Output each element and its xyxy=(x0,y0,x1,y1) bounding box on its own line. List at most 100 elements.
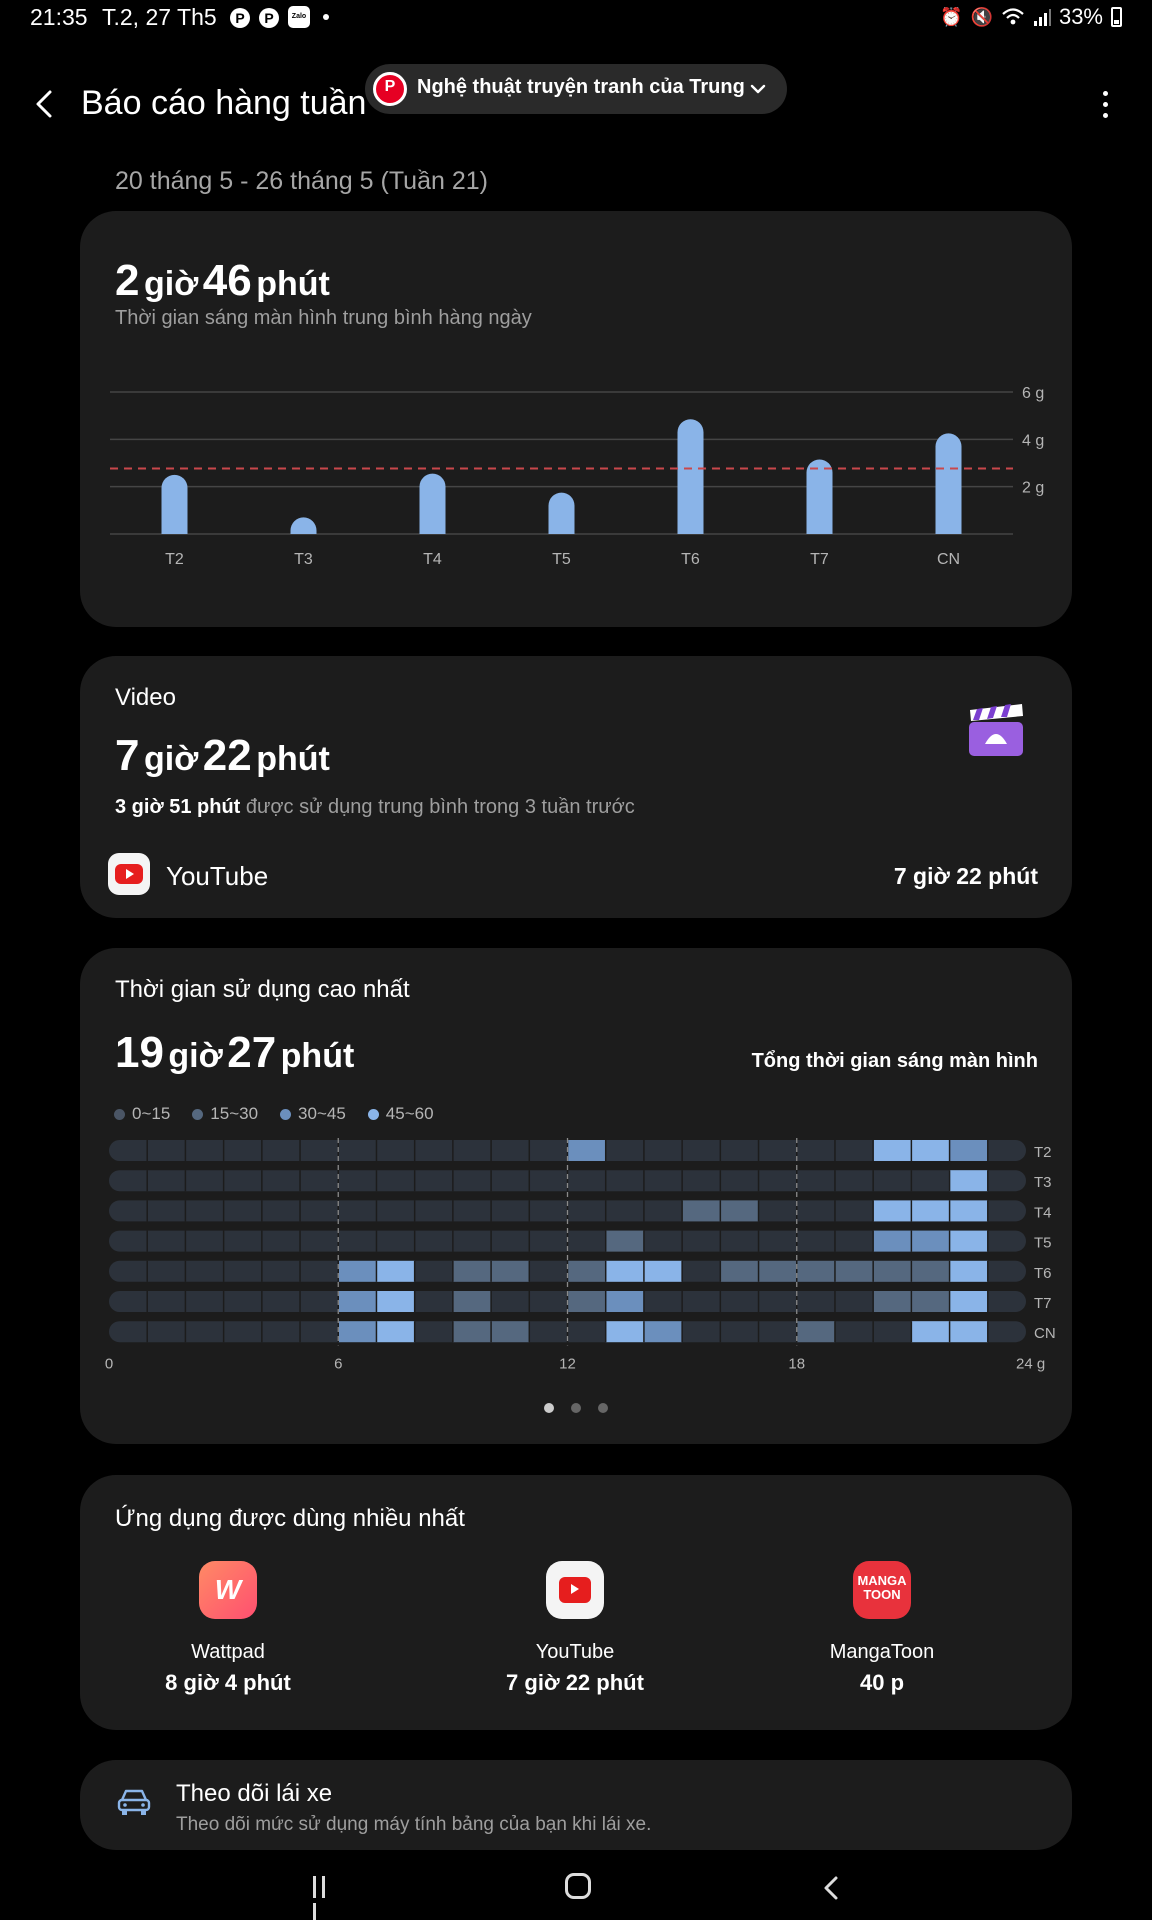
app-time: 7 giờ 22 phút xyxy=(893,863,1038,889)
heatmap-cell xyxy=(452,1321,492,1343)
legend-item: 30~45 xyxy=(280,1104,346,1124)
page-indicator[interactable] xyxy=(80,1403,1072,1413)
top-app-item[interactable]: YouTube 7 giờ 22 phút xyxy=(455,1561,695,1696)
heatmap-cell xyxy=(949,1140,988,1161)
heatmap-cell xyxy=(338,1260,377,1282)
heatmap-cell xyxy=(682,1200,721,1222)
page-title: Báo cáo hàng tuần xyxy=(81,84,367,122)
more-options-button[interactable] xyxy=(1098,88,1112,120)
heatmap-cell xyxy=(758,1260,797,1282)
top-app-item[interactable]: Wattpad 8 giờ 4 phút xyxy=(108,1561,348,1696)
week-range: 20 tháng 5 - 26 tháng 5 (Tuần 21) xyxy=(115,167,488,195)
pinterest-icon xyxy=(373,72,407,106)
battery-percent: 33% xyxy=(1058,4,1103,29)
heatmap-cell xyxy=(911,1321,950,1343)
x-tick-label: T7 xyxy=(810,551,829,568)
category-comparison: 3 giờ 51 phút được sử dụng trung bình tr… xyxy=(115,796,635,818)
chart-bar xyxy=(677,419,704,534)
heatmap-cell xyxy=(491,1260,530,1282)
driving-monitor-title: Theo dõi lái xe xyxy=(176,1780,333,1807)
heatmap-x-tick-label: 0 xyxy=(105,1355,113,1372)
heatmap-cell xyxy=(911,1200,950,1222)
heatmap-cell xyxy=(376,1260,415,1282)
heatmap-cell xyxy=(720,1260,759,1282)
app-name: YouTube xyxy=(166,861,269,891)
category-label: Video xyxy=(115,684,176,711)
heatmap-cell xyxy=(376,1291,415,1312)
heatmap-cell xyxy=(491,1321,530,1343)
top-app-time: 40 p xyxy=(859,1670,905,1695)
heatmap-cell xyxy=(911,1291,950,1312)
driving-monitor-card[interactable]: Theo dõi lái xe Theo dõi mức sử dụng máy… xyxy=(80,1760,1072,1850)
account-label: Nghệ thuật truyện tranh của Trung xyxy=(417,76,745,98)
hourly-usage-heatmap: T2 T3 T4 T5 T6 T7 CN 0 6 12 18 24 g xyxy=(105,1138,1056,1372)
page-dot[interactable] xyxy=(544,1403,554,1413)
heatmap-cell xyxy=(949,1200,988,1222)
peak-usage-card[interactable]: Thời gian sử dụng cao nhất 19 giờ 27 phú… xyxy=(80,948,1072,1444)
chart-bar xyxy=(548,492,575,534)
daily-usage-chart: 2 g 4 g 6 g T2 T3 T4 T5 T6 T7 CN xyxy=(110,385,1044,568)
x-tick-label: T4 xyxy=(423,551,442,568)
navigation-bar xyxy=(0,1860,1152,1920)
video-clapperboard-icon xyxy=(969,704,1023,756)
heatmap-cell xyxy=(911,1260,950,1282)
heatmap-legend: 0~15 15~30 30~45 45~60 xyxy=(114,1104,434,1124)
heatmap-cell xyxy=(643,1321,683,1343)
y-tick-label: 2 g xyxy=(1022,480,1044,497)
more-notifications-dot xyxy=(323,14,329,20)
y-tick-label: 4 g xyxy=(1022,432,1044,449)
wattpad-icon xyxy=(199,1561,257,1619)
heatmap-cell xyxy=(949,1230,988,1252)
zalo-icon: Zalo xyxy=(288,6,310,28)
x-tick-label: T6 xyxy=(681,551,700,568)
most-used-apps-card: Ứng dụng được dùng nhiều nhất Wattpad 8 … xyxy=(80,1475,1072,1730)
page-dot[interactable] xyxy=(571,1403,581,1413)
legend-item: 45~60 xyxy=(367,1104,434,1124)
video-category-card[interactable]: Video 7 giờ 22 phút 3 giờ 51 phút được s… xyxy=(80,656,1072,918)
heatmap-row-label: T6 xyxy=(1034,1265,1052,1282)
heatmap-cell xyxy=(338,1321,377,1343)
driving-monitor-subtitle: Theo dõi mức sử dụng máy tính bảng của b… xyxy=(176,1814,652,1835)
heatmap-row-label: T7 xyxy=(1034,1295,1052,1312)
top-app-name: YouTube xyxy=(535,1641,615,1663)
heatmap-row-label: T3 xyxy=(1034,1174,1052,1191)
heatmap-cell xyxy=(567,1291,606,1312)
mute-icon: 🔇 xyxy=(970,6,993,27)
account-selector[interactable]: Nghệ thuật truyện tranh của Trung xyxy=(365,64,787,114)
chart-bar xyxy=(935,433,962,534)
alarm-icon: ⏰ xyxy=(940,6,963,27)
category-time: 7 giờ 22 phút xyxy=(115,731,330,780)
heatmap-cell xyxy=(796,1321,835,1343)
heatmap-cell xyxy=(949,1260,988,1282)
daily-average-subtitle: Thời gian sáng màn hình trung bình hàng … xyxy=(115,307,532,329)
recent-apps-button[interactable] xyxy=(313,1876,339,1920)
peak-usage-label: Thời gian sử dụng cao nhất xyxy=(115,976,410,1003)
home-button[interactable] xyxy=(565,1873,591,1899)
youtube-icon xyxy=(546,1561,604,1619)
legend-item: 15~30 xyxy=(192,1104,258,1124)
heatmap-x-tick-label: 6 xyxy=(334,1355,342,1372)
heatmap-cell xyxy=(873,1260,912,1282)
heatmap-cell xyxy=(605,1291,644,1312)
heatmap-cell xyxy=(911,1230,950,1252)
chart-bar xyxy=(806,459,833,534)
chart-bar xyxy=(290,517,317,534)
mangatoon-icon: MANGA TOON xyxy=(853,1561,911,1619)
heatmap-cell xyxy=(605,1260,644,1282)
heatmap-cell xyxy=(338,1291,377,1312)
wifi-icon xyxy=(1002,8,1024,25)
x-tick-label: T2 xyxy=(165,551,184,568)
heatmap-cell xyxy=(834,1260,874,1282)
page-dot[interactable] xyxy=(598,1403,608,1413)
top-app-item[interactable]: MANGA TOON MangaToon 40 p xyxy=(762,1561,1002,1696)
chart-bar xyxy=(161,474,188,534)
back-button[interactable] xyxy=(28,84,64,124)
nav-back-button[interactable] xyxy=(820,1875,842,1901)
heatmap-x-tick-label: 12 xyxy=(559,1355,576,1372)
chart-bar xyxy=(419,473,446,534)
heatmap-cell xyxy=(452,1291,492,1312)
heatmap-x-tick-label: 18 xyxy=(788,1355,805,1372)
most-used-apps-label: Ứng dụng được dùng nhiều nhất xyxy=(115,1505,465,1532)
metric-selector[interactable]: Tổng thời gian sáng màn hình xyxy=(751,1050,1038,1072)
daily-average-card[interactable]: 2 giờ 46 phút Thời gian sáng màn hình tr… xyxy=(80,211,1072,627)
